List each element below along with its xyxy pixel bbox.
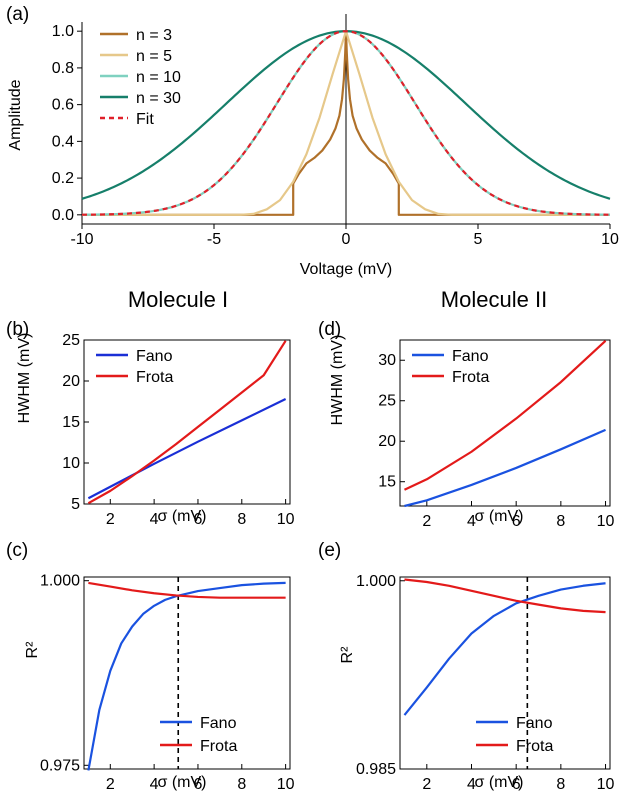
series-line-d-fano <box>404 428 606 508</box>
x-tick-label-a: 0 <box>342 231 351 248</box>
x-tick-label-c: 10 <box>277 776 295 793</box>
x-tick-label-a: -10 <box>70 231 93 248</box>
x-tick-label-e: 8 <box>556 776 565 793</box>
y-tick-label-a: 0.6 <box>52 97 74 114</box>
y-tick-label-b: 25 <box>62 332 80 349</box>
y-tick-label-d: 25 <box>378 393 396 410</box>
column-title-molecule-ii: Molecule II <box>441 287 547 312</box>
column-title-molecule-i: Molecule I <box>128 287 228 312</box>
series-line-c-fano <box>87 581 286 771</box>
x-tick-label-b: 2 <box>106 511 115 528</box>
y-axis-label-d: HWHM (mV) <box>329 335 346 426</box>
y-tick-label-a: 0.0 <box>52 207 74 224</box>
legend-label-d-frota: Frota <box>452 369 489 386</box>
x-tick-label-e: 10 <box>597 776 615 793</box>
panel-c: (c) R² σ (mV) 2 4 6 8 10 1.000 0.975 Fano Frota <box>6 540 295 793</box>
x-tick-label-a: -5 <box>207 231 221 248</box>
legend-label-b-frota: Frota <box>136 369 173 386</box>
x-tick-label-d: 6 <box>512 513 521 530</box>
legend-label-b-fano: Fano <box>136 348 173 365</box>
x-tick-label-d: 4 <box>467 513 476 530</box>
x-axis-label-e: σ (mV) <box>475 774 524 791</box>
x-tick-label-b: 4 <box>150 511 159 528</box>
y-tick-label-a: 0.2 <box>52 170 74 187</box>
x-axis-label-a: Voltage (mV) <box>300 261 392 278</box>
y-tick-label-a: 0.8 <box>52 60 74 77</box>
y-tick-label-a: 0.4 <box>52 133 74 150</box>
series-line-b-fano <box>87 398 287 500</box>
x-tick-label-d: 10 <box>597 513 615 530</box>
panel-label-a: (a) <box>6 4 29 25</box>
y-tick-label-c: 0.975 <box>40 757 80 774</box>
x-axis-label-b: σ (mV) <box>158 508 207 525</box>
y-tick-label-b: 15 <box>62 414 80 431</box>
x-tick-label-b: 10 <box>277 511 295 528</box>
legend-label-d-fano: Fano <box>452 348 489 365</box>
x-tick-label-d: 2 <box>422 513 431 530</box>
x-tick-label-c: 8 <box>237 776 246 793</box>
legend-label-a-fit: Fit <box>136 111 154 128</box>
y-axis-label-c: R² <box>24 641 41 659</box>
x-tick-label-c: 4 <box>150 776 159 793</box>
panel-e: (e) R² σ (mV) 2 4 6 8 10 1.000 0.985 Fano Frota <box>318 540 615 793</box>
x-tick-label-b: 6 <box>194 511 203 528</box>
plot-area-e: 2 4 6 8 10 1.000 0.985 Fano Frota <box>356 573 615 793</box>
plot-area-c: 2 4 6 8 10 1.000 0.975 Fano Frota <box>40 573 295 793</box>
plot-frame-e <box>399 576 611 770</box>
plot-area-b: 2 4 6 8 10 5 10 15 20 25 Fano Frota <box>62 332 294 528</box>
x-tick-label-e: 4 <box>467 776 476 793</box>
y-tick-label-b: 10 <box>62 455 80 472</box>
x-tick-label-a: 5 <box>474 231 483 248</box>
panel-label-d: (d) <box>318 319 341 340</box>
series-line-e-fano <box>403 582 606 716</box>
legend-label-a-n-10: n = 10 <box>136 69 181 86</box>
x-tick-label-e: 2 <box>422 776 431 793</box>
plot-frame-d <box>399 339 611 507</box>
legend-label-c-fano: Fano <box>200 715 237 732</box>
x-axis-label-c: σ (mV) <box>158 774 207 791</box>
y-tick-label-e: 1.000 <box>356 573 396 590</box>
y-tick-label-b: 5 <box>71 496 80 513</box>
x-tick-label-c: 6 <box>194 776 203 793</box>
y-tick-label-e: 0.985 <box>356 761 396 778</box>
y-axis-label-e: R² <box>339 646 356 664</box>
series-line-b-frota <box>87 340 287 505</box>
panel-b: (b) HWHM (mV) σ (mV) 2 4 6 8 10 5 10 15 20 25 Fano… <box>6 319 295 528</box>
panel-d: (d) HWHM (mV) σ (mV) 2 4 6 8 10 15 20 25 30 Fano F… <box>318 319 615 530</box>
x-tick-label-e: 6 <box>512 776 521 793</box>
y-axis-label-b: HWHM (mV) <box>16 333 33 424</box>
y-tick-label-c: 1.000 <box>40 573 80 590</box>
x-tick-label-a: 10 <box>601 231 619 248</box>
legend-label-a-n-30: n = 30 <box>136 90 181 107</box>
series-line-d-frota <box>404 340 607 491</box>
x-tick-label-c: 2 <box>106 776 115 793</box>
y-tick-label-a: 1.0 <box>52 23 74 40</box>
y-tick-label-b: 20 <box>62 373 80 390</box>
x-axis-label-d: σ (mV) <box>475 508 524 525</box>
plot-frame-c <box>83 576 291 770</box>
plot-frame-b <box>83 339 291 505</box>
panel-a: (a) Amplitude Voltage (mV) -10 -5 0 5 10 0.0 0… <box>6 4 619 278</box>
series-line-c-frota <box>88 581 286 599</box>
x-tick-label-d: 8 <box>556 513 565 530</box>
y-axis-label-a: Amplitude <box>7 79 24 150</box>
series-line-e-frota <box>404 578 606 614</box>
y-tick-label-d: 30 <box>378 352 396 369</box>
y-tick-label-d: 20 <box>378 433 396 450</box>
plot-area-d: 2 4 6 8 10 15 20 25 30 Fano Frota <box>378 339 615 530</box>
panel-label-b: (b) <box>6 319 29 340</box>
panel-label-c: (c) <box>6 540 28 561</box>
legend-label-a-n-3: n = 3 <box>136 27 172 44</box>
y-tick-label-d: 15 <box>378 474 396 491</box>
legend-label-e-fano: Fano <box>516 715 553 732</box>
legend-label-a-n-5: n = 5 <box>136 48 172 65</box>
series-line-a-fit <box>81 30 611 216</box>
plot-area-a: -10 -5 0 5 10 0.0 0.2 0.4 0.6 0.8 1.0 n = 3 n = 5 n =… <box>52 14 619 248</box>
legend-label-c-frota: Frota <box>200 738 237 755</box>
legend-label-e-frota: Frota <box>516 738 553 755</box>
x-tick-label-b: 8 <box>237 511 246 528</box>
panel-label-e: (e) <box>318 540 341 561</box>
